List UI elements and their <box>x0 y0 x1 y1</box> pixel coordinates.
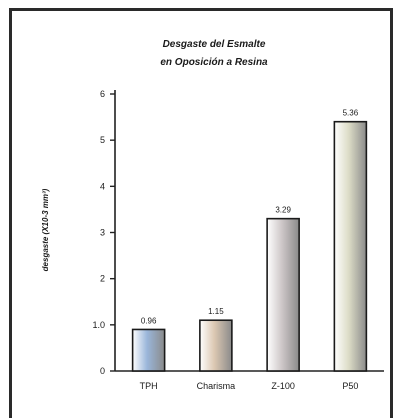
chart-title-line-1: Desgaste del Esmalte <box>163 39 266 50</box>
bar-p50 <box>333 120 368 372</box>
x-tick-label: P50 <box>342 381 358 391</box>
data-label: 1.15 <box>208 307 224 316</box>
y-tick-label: 3 <box>100 228 105 238</box>
x-tick-label: Z-100 <box>271 381 295 391</box>
y-tick-label: 4 <box>100 181 105 191</box>
x-tick-label: Charisma <box>197 381 236 391</box>
data-label: 3.29 <box>275 206 291 215</box>
y-tick-label: 1.0 <box>92 320 105 330</box>
y-tick-label: 5 <box>100 135 105 145</box>
data-label: 5.36 <box>343 109 359 118</box>
bar-charisma <box>199 319 233 372</box>
y-tick-label: 6 <box>100 89 105 99</box>
bar-z-100 <box>266 217 300 372</box>
y-tick-label: 2 <box>100 274 105 284</box>
chart-title-line-2: en Oposición a Resina <box>160 57 268 68</box>
x-tick-label: TPH <box>140 381 158 391</box>
y-tick-label: 0 <box>100 366 105 376</box>
y-axis-label: desgaste (X10-3 mm³) <box>41 188 50 271</box>
data-label: 0.96 <box>141 316 157 325</box>
bar-tph <box>131 328 166 372</box>
